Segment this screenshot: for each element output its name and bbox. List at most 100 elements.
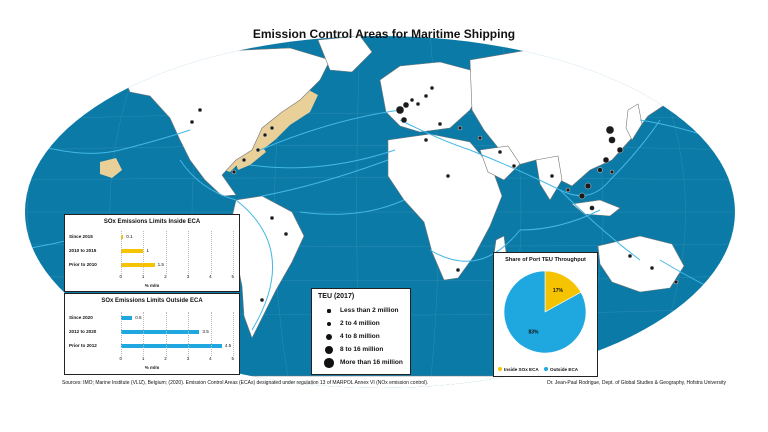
shipping-route bbox=[299, 199, 405, 215]
shipping-route bbox=[559, 179, 611, 197]
port-marker bbox=[565, 187, 571, 193]
indonesia bbox=[571, 199, 621, 217]
gridline bbox=[121, 231, 122, 274]
teu-legend-label: Less than 2 million bbox=[340, 307, 399, 314]
shipping-route bbox=[249, 149, 396, 169]
shipping-route bbox=[399, 119, 471, 151]
europe bbox=[379, 61, 481, 133]
shipping-route bbox=[429, 229, 521, 262]
eca-hawaii bbox=[100, 158, 122, 178]
port-marker bbox=[269, 125, 275, 131]
teu-share-pie: 17% 83% Inside SOx ECA Outside ECA bbox=[498, 270, 587, 372]
port-marker bbox=[415, 101, 421, 107]
greenland bbox=[317, 36, 373, 73]
gridline bbox=[233, 231, 234, 274]
gridline bbox=[143, 312, 145, 356]
teu-size-dot bbox=[327, 309, 331, 313]
bar bbox=[121, 235, 124, 239]
teu-legend-title: TEU (2017) bbox=[318, 293, 355, 300]
shipping-route bbox=[261, 159, 389, 197]
port-marker bbox=[578, 192, 586, 200]
port-marker bbox=[497, 149, 503, 155]
teu-size-dot bbox=[324, 358, 334, 368]
bar bbox=[121, 249, 144, 253]
axis-tick-label: 1 bbox=[141, 274, 145, 279]
shipping-route bbox=[179, 159, 237, 201]
teu-legend-label: 4 to 8 million bbox=[340, 333, 380, 340]
teu-legend-item: 4 to 8 million bbox=[312, 331, 410, 343]
bar-label: Since 2015 bbox=[69, 234, 93, 239]
shipping-route bbox=[519, 209, 601, 231]
gridline bbox=[188, 231, 190, 274]
port-marker bbox=[511, 163, 517, 169]
teu-legend-item: More than 16 million bbox=[312, 357, 410, 369]
africa bbox=[387, 133, 503, 281]
bar-label: 2012 to 2020 bbox=[69, 329, 97, 334]
teu-legend-item: Less than 2 million bbox=[312, 305, 410, 317]
sources: Sources: IMO; Marine Institute (VLIZ), B… bbox=[62, 380, 429, 386]
teu-legend: TEU (2017) Less than 2 million 2 to 4 mil… bbox=[311, 288, 411, 375]
port-marker bbox=[231, 169, 237, 175]
axis-tick-label: 2 bbox=[164, 274, 167, 279]
teu-legend-item: 2 to 4 million bbox=[312, 318, 410, 330]
teu-size-dot bbox=[325, 333, 333, 341]
axis-tick-label: 4 bbox=[209, 274, 212, 279]
gridline bbox=[233, 312, 234, 356]
port-marker bbox=[608, 136, 616, 144]
outside-eca-unit: % m/m bbox=[144, 365, 160, 370]
pie-legend-label: Outside ECA bbox=[550, 367, 579, 372]
port-marker bbox=[423, 137, 429, 143]
graticule-line bbox=[25, 177, 735, 181]
port-marker bbox=[423, 93, 429, 99]
port-marker bbox=[457, 125, 463, 131]
pie-legend-swatch bbox=[544, 367, 548, 371]
pie-legend-label: Inside SOx ECA bbox=[504, 367, 539, 372]
arabia bbox=[479, 145, 521, 181]
port-marker bbox=[197, 107, 203, 113]
port-marker bbox=[627, 253, 633, 259]
inside-eca-unit: % m/m bbox=[144, 283, 160, 288]
port-marker bbox=[283, 231, 289, 237]
port-marker bbox=[589, 205, 595, 211]
teu-legend-item: 8 to 16 million bbox=[312, 344, 410, 356]
port-marker bbox=[189, 119, 195, 125]
port-marker bbox=[455, 267, 461, 273]
shipping-route bbox=[559, 189, 641, 261]
bar-row: Since 2015 0.1 bbox=[65, 233, 239, 241]
pie-title: Share of Port TEU Throughput bbox=[505, 257, 586, 263]
bar-value: 3.5 bbox=[202, 329, 209, 334]
pie-slice bbox=[544, 270, 582, 313]
axis-tick-label: 2 bbox=[164, 356, 167, 361]
bar-value: 0.5 bbox=[135, 315, 142, 320]
map-title: Emission Control Areas for Maritime Ship… bbox=[252, 27, 516, 41]
pie-legend-swatch bbox=[498, 367, 502, 371]
port-marker bbox=[649, 265, 655, 271]
axis-tick-label: 3 bbox=[186, 356, 190, 361]
port-marker bbox=[549, 173, 555, 179]
australia bbox=[597, 235, 685, 293]
ports bbox=[189, 85, 679, 303]
shipping-route bbox=[119, 129, 191, 151]
port-marker bbox=[269, 215, 275, 221]
pie-slice-label: 83% bbox=[529, 329, 540, 335]
port-marker bbox=[437, 121, 443, 127]
japan bbox=[625, 103, 643, 141]
new-zealand bbox=[699, 285, 713, 309]
port-marker bbox=[445, 173, 451, 179]
outside-eca-panel-title: SOx Emissions Limits Outside ECA bbox=[101, 298, 203, 304]
gridline bbox=[165, 231, 167, 274]
shipping-route bbox=[235, 199, 273, 331]
bar-value: 1.5 bbox=[157, 262, 164, 267]
gridline bbox=[210, 312, 212, 356]
gridline bbox=[210, 231, 212, 274]
port-marker bbox=[395, 105, 405, 115]
shipping-route bbox=[609, 119, 661, 181]
bar-row: Prior to 2012 4.5 bbox=[65, 342, 239, 350]
axis-tick-label: 3 bbox=[186, 274, 190, 279]
teu-legend-label: 8 to 16 million bbox=[340, 346, 384, 353]
shipping-route bbox=[259, 109, 401, 151]
port-marker bbox=[609, 169, 615, 175]
axis-tick-label: 1 bbox=[141, 356, 145, 361]
gridline bbox=[143, 231, 145, 274]
pie-slice bbox=[503, 270, 587, 354]
